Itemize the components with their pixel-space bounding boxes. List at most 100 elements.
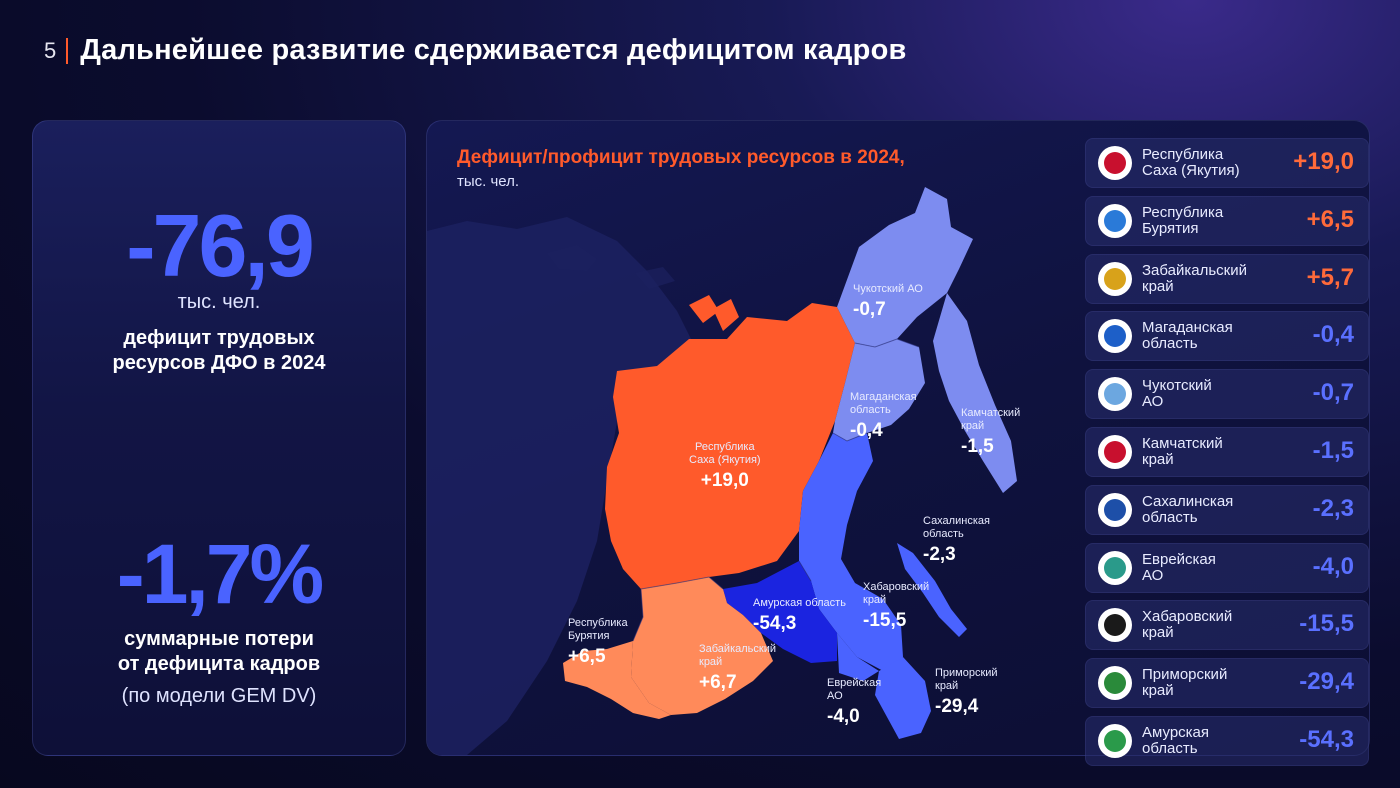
region-name: Амурская область	[1142, 723, 1210, 757]
map-label-kamchatka: Камчатский край -1,5	[961, 407, 1020, 458]
primorsky-emblem-icon	[1098, 666, 1132, 701]
emblem-inner	[1104, 440, 1126, 463]
map-label-value: -54,3	[753, 613, 797, 634]
emblem-inner	[1104, 209, 1126, 232]
emblem-inner	[1104, 556, 1126, 579]
emblem-inner	[1104, 614, 1126, 637]
map-label-name: Сахалинская область	[923, 515, 990, 540]
deficit-desc-line1: дефицит трудовых	[123, 327, 315, 349]
region-name: Приморский край	[1142, 666, 1228, 700]
loss-desc-line1: суммарные потери	[124, 628, 314, 650]
map-label-name: Забайкальский край	[699, 643, 776, 668]
region-sakha[interactable]	[605, 303, 855, 589]
map-label-value: +19,0	[700, 470, 749, 491]
list-item: Республика Бурятия +6,5	[1085, 195, 1369, 246]
loss-note: (по модели GEM DV)	[121, 685, 317, 707]
region-value: -29,4	[1299, 668, 1354, 696]
region-name: Чукотский АО	[1142, 377, 1212, 411]
khabarovsk-emblem-icon	[1098, 608, 1132, 643]
emblem-inner	[1104, 325, 1126, 348]
region-khabarovsk[interactable]	[799, 433, 903, 673]
regions-list: Республика Саха (Якутия) +19,0 Республик…	[1085, 138, 1369, 774]
map-label-value: -15,5	[863, 610, 907, 631]
map-label-name: Хабаровский край	[863, 581, 930, 606]
map-label-value: -0,7	[853, 299, 886, 320]
map-label-name: Магаданская область	[850, 391, 917, 416]
header-divider	[66, 37, 69, 64]
region-name: Республика Саха (Якутия)	[1142, 146, 1240, 179]
map-label-value: +6,7	[699, 672, 737, 693]
emblem-inner	[1104, 672, 1126, 695]
amur-emblem-icon	[1098, 723, 1132, 758]
deficit-value: -76,9	[126, 196, 315, 295]
map-label-primorsky: Приморский край -29,4	[935, 667, 998, 718]
region-value: -54,3	[1299, 725, 1354, 753]
map-label-value: -1,5	[961, 436, 994, 457]
map-label-name: Приморский край	[935, 667, 998, 692]
emblem-inner	[1104, 383, 1126, 406]
region-sakha-islands	[689, 295, 739, 331]
far-east-map	[427, 187, 1017, 755]
magadan-emblem-icon	[1098, 319, 1132, 354]
region-jewish-ao[interactable]	[837, 633, 879, 681]
region-name: Камчатский край	[1142, 434, 1223, 468]
map-label-sakha: Республика Саха (Якутия) +19,0	[689, 441, 761, 492]
region-value: -4,0	[1312, 552, 1354, 580]
background-landmass	[427, 217, 697, 755]
map-label-name: Чукотский АО	[853, 283, 923, 295]
region-value: -0,4	[1312, 321, 1354, 349]
loss-value: -1,7%	[116, 527, 324, 621]
list-item: Республика Саха (Якутия) +19,0	[1085, 138, 1369, 188]
region-amur[interactable]	[723, 561, 837, 663]
deficit-description: дефицит трудовых ресурсов ДФО в 2024	[33, 326, 405, 376]
region-zabaikalsky[interactable]	[631, 577, 773, 715]
region-sakhalin[interactable]	[897, 543, 967, 637]
region-buryatia[interactable]	[563, 641, 671, 719]
list-item: Еврейская АО -4,0	[1085, 542, 1369, 593]
map-label-khabarovsk: Хабаровский край -15,5	[863, 581, 929, 632]
region-magadan[interactable]	[833, 339, 925, 441]
map-label-name: Еврейская АО	[827, 677, 882, 702]
map-label-magadan: Магаданская область -0,4	[850, 391, 917, 442]
region-value: -0,7	[1312, 379, 1354, 407]
map-label-name: Республика Саха (Якутия)	[689, 441, 761, 466]
kamchatka-emblem-icon	[1098, 434, 1132, 469]
list-item: Сахалинская область -2,3	[1085, 484, 1369, 535]
map-label-name: Камчатский край	[961, 407, 1021, 432]
region-value: -1,5	[1312, 436, 1354, 464]
map-label-sakhalin: Сахалинская область -2,3	[923, 515, 990, 566]
list-item: Магаданская область -0,4	[1085, 311, 1369, 362]
region-value: +5,7	[1306, 263, 1354, 291]
region-name: Хабаровский край	[1142, 608, 1233, 642]
map-label-value: -4,0	[827, 706, 860, 727]
background-islands	[547, 245, 675, 289]
map-label-name: Республика Бурятия	[568, 617, 628, 642]
region-value: -2,3	[1312, 494, 1354, 522]
emblem-inner	[1104, 498, 1126, 521]
list-item: Чукотский АО -0,7	[1085, 369, 1369, 420]
region-name: Еврейская АО	[1142, 550, 1216, 584]
region-value: +19,0	[1293, 148, 1354, 175]
buryatia-emblem-icon	[1098, 203, 1132, 238]
loss-description: суммарные потери от дефицита кадров	[33, 627, 405, 677]
region-chukotka[interactable]	[837, 187, 973, 347]
region-primorsky[interactable]	[875, 657, 931, 739]
slide-header: 5 Дальнейшее развитие сдерживается дефиц…	[44, 34, 907, 67]
page-number: 5	[44, 37, 57, 63]
region-value: -15,5	[1299, 610, 1354, 638]
deficit-desc-line2: ресурсов ДФО в 2024	[112, 352, 326, 374]
region-kamchatka[interactable]	[933, 293, 1017, 493]
map-label-value: -29,4	[935, 696, 979, 717]
kpi-panel: -76,9 тыс. чел. дефицит трудовых ресурсо…	[32, 120, 406, 756]
region-name: Забайкальский край	[1142, 261, 1247, 295]
emblem-inner	[1104, 267, 1126, 290]
list-item: Камчатский край -1,5	[1085, 426, 1369, 477]
region-name: Магаданская область	[1142, 319, 1233, 353]
map-title: Дефицит/профицит трудовых ресурсов в 202…	[457, 147, 905, 168]
zabaikalsky-emblem-icon	[1098, 261, 1132, 296]
sakha-emblem-icon	[1098, 146, 1132, 180]
emblem-inner	[1104, 152, 1126, 174]
map-label-amur: Амурская область -54,3	[753, 597, 846, 635]
list-item: Амурская область -54,3	[1085, 715, 1369, 766]
map-label-chukotka: Чукотский АО -0,7	[853, 283, 923, 321]
